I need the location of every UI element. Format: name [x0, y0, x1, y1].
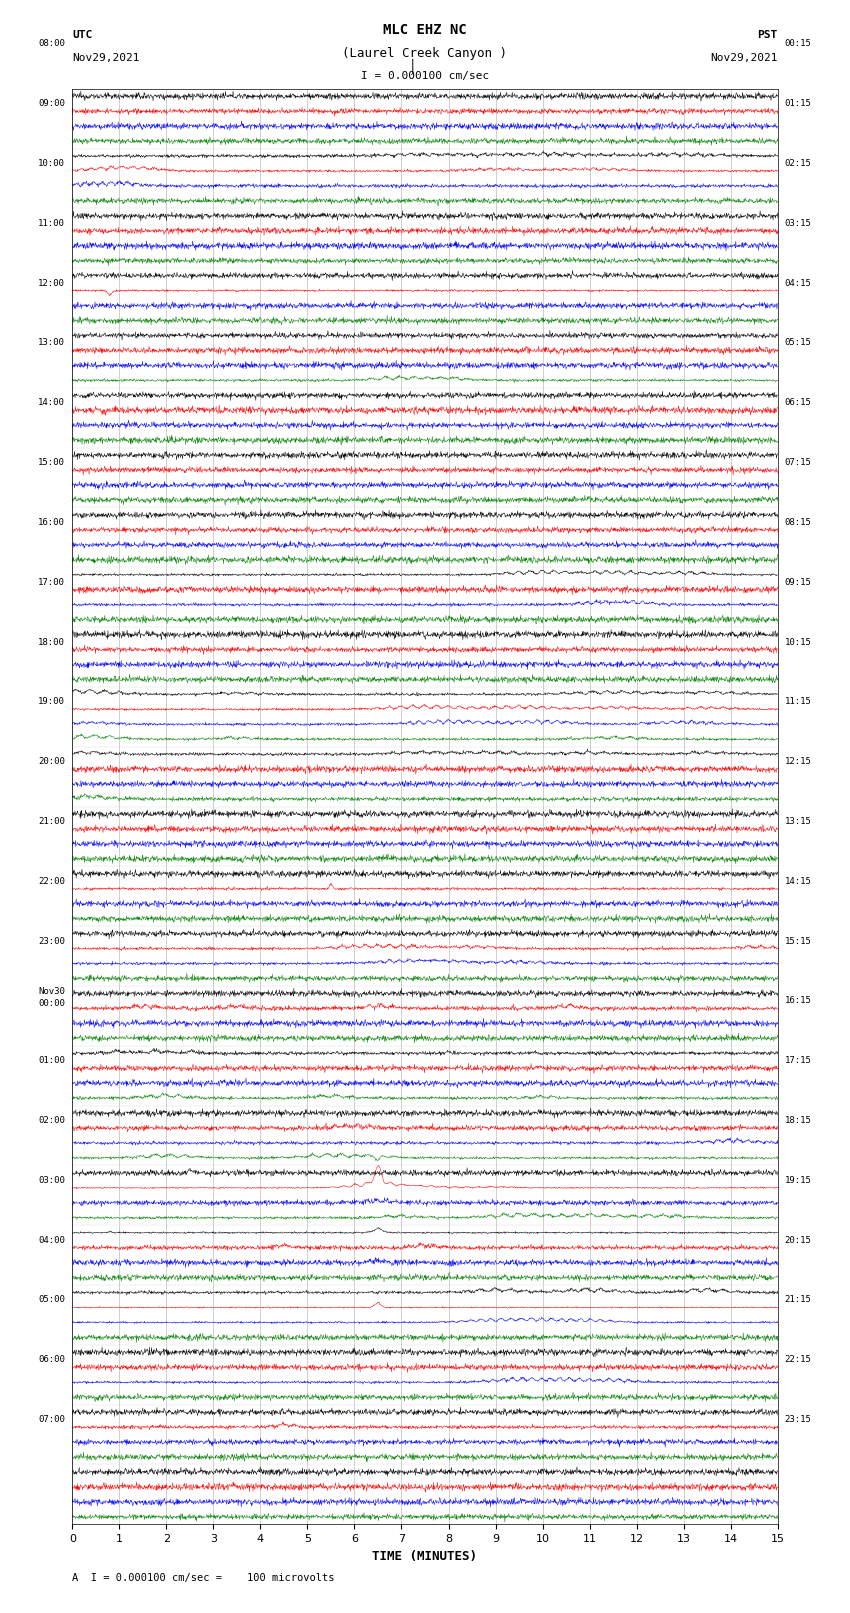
- Text: PST: PST: [757, 31, 778, 40]
- Text: Nov29,2021: Nov29,2021: [72, 53, 139, 63]
- Text: 15:00: 15:00: [38, 458, 65, 468]
- Text: 20:15: 20:15: [785, 1236, 812, 1245]
- Text: (Laurel Creek Canyon ): (Laurel Creek Canyon ): [343, 47, 507, 60]
- Text: 11:00: 11:00: [38, 219, 65, 227]
- Text: 14:00: 14:00: [38, 398, 65, 406]
- Text: 04:00: 04:00: [38, 1236, 65, 1245]
- Text: 18:00: 18:00: [38, 637, 65, 647]
- Text: 21:00: 21:00: [38, 816, 65, 826]
- Text: 19:00: 19:00: [38, 697, 65, 706]
- Text: 14:15: 14:15: [785, 877, 812, 886]
- X-axis label: TIME (MINUTES): TIME (MINUTES): [372, 1550, 478, 1563]
- Text: 08:15: 08:15: [785, 518, 812, 527]
- Text: 00:15: 00:15: [785, 39, 812, 48]
- Text: 23:00: 23:00: [38, 937, 65, 945]
- Text: Nov29,2021: Nov29,2021: [711, 53, 778, 63]
- Text: 09:15: 09:15: [785, 577, 812, 587]
- Text: 13:00: 13:00: [38, 339, 65, 347]
- Text: 01:15: 01:15: [785, 98, 812, 108]
- Text: 02:15: 02:15: [785, 160, 812, 168]
- Text: 05:00: 05:00: [38, 1295, 65, 1305]
- Text: │: │: [409, 58, 416, 74]
- Text: 10:15: 10:15: [785, 637, 812, 647]
- Text: 03:00: 03:00: [38, 1176, 65, 1186]
- Text: 18:15: 18:15: [785, 1116, 812, 1124]
- Text: 22:15: 22:15: [785, 1355, 812, 1365]
- Text: 05:15: 05:15: [785, 339, 812, 347]
- Text: MLC EHZ NC: MLC EHZ NC: [383, 23, 467, 37]
- Text: 09:00: 09:00: [38, 98, 65, 108]
- Text: 10:00: 10:00: [38, 160, 65, 168]
- Text: 03:15: 03:15: [785, 219, 812, 227]
- Text: A  I = 0.000100 cm/sec =    100 microvolts: A I = 0.000100 cm/sec = 100 microvolts: [72, 1573, 335, 1582]
- Text: I = 0.000100 cm/sec: I = 0.000100 cm/sec: [361, 71, 489, 81]
- Text: 20:00: 20:00: [38, 756, 65, 766]
- Text: 04:15: 04:15: [785, 279, 812, 287]
- Text: 15:15: 15:15: [785, 937, 812, 945]
- Text: 23:15: 23:15: [785, 1415, 812, 1424]
- Text: 16:00: 16:00: [38, 518, 65, 527]
- Text: 21:15: 21:15: [785, 1295, 812, 1305]
- Text: 06:15: 06:15: [785, 398, 812, 406]
- Text: UTC: UTC: [72, 31, 93, 40]
- Text: Nov30: Nov30: [38, 987, 65, 997]
- Text: 13:15: 13:15: [785, 816, 812, 826]
- Text: 08:00: 08:00: [38, 39, 65, 48]
- Text: 12:15: 12:15: [785, 756, 812, 766]
- Text: 01:00: 01:00: [38, 1057, 65, 1065]
- Text: 11:15: 11:15: [785, 697, 812, 706]
- Text: 17:00: 17:00: [38, 577, 65, 587]
- Text: 16:15: 16:15: [785, 997, 812, 1005]
- Text: 12:00: 12:00: [38, 279, 65, 287]
- Text: 07:15: 07:15: [785, 458, 812, 468]
- Text: 07:00: 07:00: [38, 1415, 65, 1424]
- Text: 00:00: 00:00: [38, 1000, 65, 1008]
- Text: 06:00: 06:00: [38, 1355, 65, 1365]
- Text: 17:15: 17:15: [785, 1057, 812, 1065]
- Text: 02:00: 02:00: [38, 1116, 65, 1124]
- Text: 22:00: 22:00: [38, 877, 65, 886]
- Text: 19:15: 19:15: [785, 1176, 812, 1186]
